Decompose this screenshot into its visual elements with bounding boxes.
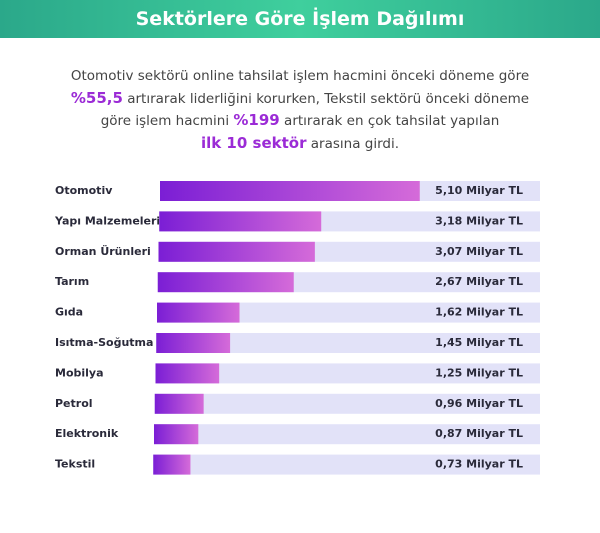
chart-title: Sektörlere Göre İşlem Dağılımı [0, 0, 600, 38]
track [154, 393, 540, 414]
subtitle-text: artırarak liderliğini korurken, Tekstil … [122, 90, 530, 107]
subtitle-line: Otomotiv sektörü online tahsilat işlem h… [0, 66, 600, 88]
category-label: Mobilya [55, 366, 104, 379]
category-label: Orman Ürünleri [55, 244, 151, 258]
value-label: 5,10 Milyar TL [435, 184, 523, 197]
subtitle-text: arasına girdi. [306, 135, 400, 152]
subtitle-highlight: %199 [233, 111, 280, 129]
value-label: 3,18 Milyar TL [435, 214, 523, 227]
value-label: 1,45 Milyar TL [435, 336, 523, 349]
value-label: 0,96 Milyar TL [435, 397, 523, 410]
value-label: 2,67 Milyar TL [435, 275, 523, 288]
category-label: Petrol [55, 397, 93, 410]
category-label: Gıda [55, 306, 83, 319]
bar [154, 424, 199, 445]
category-label: Tekstil [55, 458, 95, 471]
bar [154, 393, 204, 414]
subtitle-highlight: %55,5 [70, 88, 123, 107]
subtitle: Otomotiv sektörü online tahsilat işlem h… [0, 66, 600, 155]
bar [153, 454, 191, 475]
track [156, 333, 540, 353]
bar [159, 211, 322, 232]
value-label: 1,25 Milyar TL [435, 366, 523, 379]
value-label: 3,07 Milyar TL [435, 245, 523, 258]
track [153, 454, 540, 475]
value-label: 0,87 Milyar TL [435, 427, 523, 440]
subtitle-line: göre işlem hacmini %199 artırarak en çok… [0, 110, 600, 133]
bar [155, 363, 220, 384]
track [157, 302, 540, 323]
value-label: 0,73 Milyar TL [435, 458, 523, 471]
category-label: Tarım [55, 275, 89, 288]
bar [158, 241, 315, 262]
category-label: Elektronik [55, 427, 119, 440]
category-label: Otomotiv [55, 184, 113, 197]
category-label: Isıtma-Soğutma [55, 336, 153, 349]
bar [157, 272, 294, 293]
subtitle-text: göre işlem hacmini [100, 113, 234, 129]
value-label: 1,62 Milyar TL [435, 306, 523, 319]
bar [160, 181, 420, 201]
track [154, 424, 540, 445]
subtitle-line: ilk 10 sektör arasına girdi. [0, 133, 600, 156]
bar [156, 333, 231, 353]
category-label: Yapı Malzemeleri [54, 214, 160, 227]
bar [157, 302, 240, 323]
subtitle-text: artırarak en çok tahsilat yapılan [279, 113, 500, 129]
track [155, 363, 540, 384]
subtitle-line: %55,5 artırarak liderliğini korurken, Te… [0, 88, 600, 111]
subtitle-text: Otomotiv sektörü online tahsilat işlem h… [70, 68, 530, 84]
subtitle-highlight: ilk 10 sektör [200, 133, 307, 152]
